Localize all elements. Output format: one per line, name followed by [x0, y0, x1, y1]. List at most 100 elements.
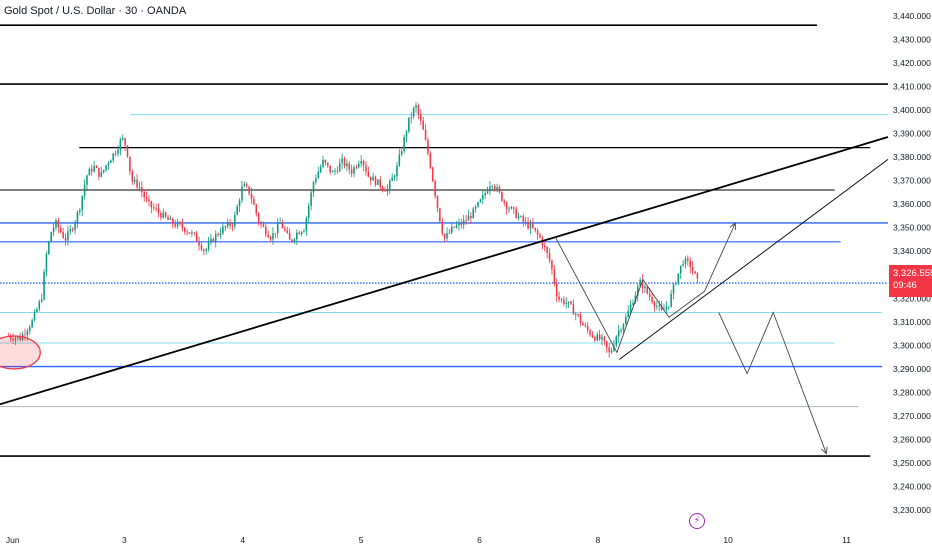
candle-body: [465, 220, 467, 222]
candle-body: [74, 222, 76, 231]
candle-body: [546, 247, 548, 254]
candle-body: [694, 271, 696, 274]
candle-body: [317, 171, 320, 179]
candle-body: [324, 160, 327, 163]
candle-body: [57, 220, 60, 228]
candle-body: [286, 230, 289, 233]
candle-body: [412, 107, 415, 117]
candle-body: [620, 330, 622, 331]
price-tick-label: 3,230.000: [893, 505, 931, 515]
candle-body: [486, 191, 489, 194]
candle-body: [396, 165, 398, 177]
candle-body: [575, 313, 577, 315]
candle-body: [355, 166, 358, 168]
candle-body: [338, 163, 341, 172]
trend-line-1: [618, 159, 889, 360]
candle-body: [400, 151, 403, 155]
price-tick-label: 3,340.000: [893, 246, 931, 256]
candle-body: [439, 208, 441, 222]
candle-body: [627, 311, 630, 317]
candle-body: [613, 345, 615, 351]
candle-body: [31, 320, 33, 328]
candle-body: [544, 245, 546, 248]
candle-body: [341, 158, 343, 164]
bar-countdown: 09:46: [893, 280, 917, 291]
candle-body: [470, 215, 472, 219]
candle-body: [527, 221, 529, 229]
candle-body: [474, 206, 477, 209]
projection-path-1: [718, 311, 827, 454]
candle-body: [281, 223, 284, 229]
candle-body: [19, 336, 22, 341]
candle-body: [610, 350, 613, 353]
candle-body: [222, 226, 224, 234]
candle-body: [300, 232, 303, 235]
candle-body: [100, 172, 103, 177]
candle-body: [553, 269, 556, 284]
time-tick-label: Jun: [6, 535, 20, 545]
candle-body: [467, 215, 470, 221]
candle-body: [625, 316, 627, 325]
candle-body: [288, 232, 291, 240]
lightning-bolt-icon[interactable]: ⚡: [689, 513, 705, 529]
time-axis[interactable]: Jun 3 4 5 6 8 10 11: [6, 535, 851, 545]
candle-body: [274, 233, 277, 234]
candle-body: [529, 223, 532, 229]
candle-body: [513, 207, 515, 209]
candle-body: [477, 202, 479, 207]
candle-body: [133, 179, 136, 182]
candle-body: [455, 225, 458, 228]
candle-body: [522, 216, 525, 222]
candle-body: [558, 296, 560, 300]
candle-body: [603, 336, 606, 342]
candle-body: [212, 238, 215, 242]
candle-body: [348, 163, 351, 170]
candle-body: [260, 222, 262, 225]
candle-body: [143, 192, 145, 198]
candle-body: [40, 299, 43, 302]
candle-body: [200, 245, 203, 250]
candle-body: [243, 184, 246, 187]
price-axis[interactable]: 3,440.000 3,430.000 3,420.000 3,410.000 3,40…: [893, 11, 931, 515]
candle-body: [658, 305, 661, 307]
candle-body: [598, 334, 601, 340]
candle-body: [179, 222, 181, 224]
candle-body: [172, 218, 174, 225]
candle-body: [62, 232, 64, 238]
candle-body: [424, 129, 427, 140]
candle-body: [26, 331, 29, 335]
candle-body: [448, 232, 451, 234]
candle-body: [524, 221, 527, 223]
candle-body: [167, 216, 169, 220]
candle-body: [105, 165, 107, 170]
candle-body: [472, 208, 475, 219]
candle-body: [408, 117, 410, 132]
candle-body: [560, 299, 563, 301]
candle-body: [358, 163, 360, 168]
candle-body: [591, 334, 594, 338]
candle-body: [639, 279, 641, 287]
candle-body: [622, 324, 625, 331]
candle-body: [374, 176, 377, 185]
candle-body: [482, 195, 484, 200]
candle-body: [422, 120, 424, 130]
candle-body: [303, 230, 305, 233]
price-tick-label: 3,390.000: [893, 129, 931, 139]
candle-body: [86, 175, 88, 185]
candle-body: [667, 306, 670, 308]
candle-body: [496, 187, 498, 190]
time-tick-label: 4: [240, 535, 245, 545]
candle-body: [393, 176, 396, 178]
candle-body: [589, 330, 591, 335]
candle-body: [594, 337, 596, 341]
candle-body: [193, 232, 196, 234]
candle-body: [50, 232, 52, 242]
candle-body: [453, 226, 455, 228]
candle-body: [164, 212, 167, 217]
candle-body: [67, 231, 69, 241]
candle-body: [141, 187, 143, 193]
candle-body: [253, 198, 255, 205]
candle-body: [656, 305, 658, 307]
candle-body: [365, 165, 367, 172]
